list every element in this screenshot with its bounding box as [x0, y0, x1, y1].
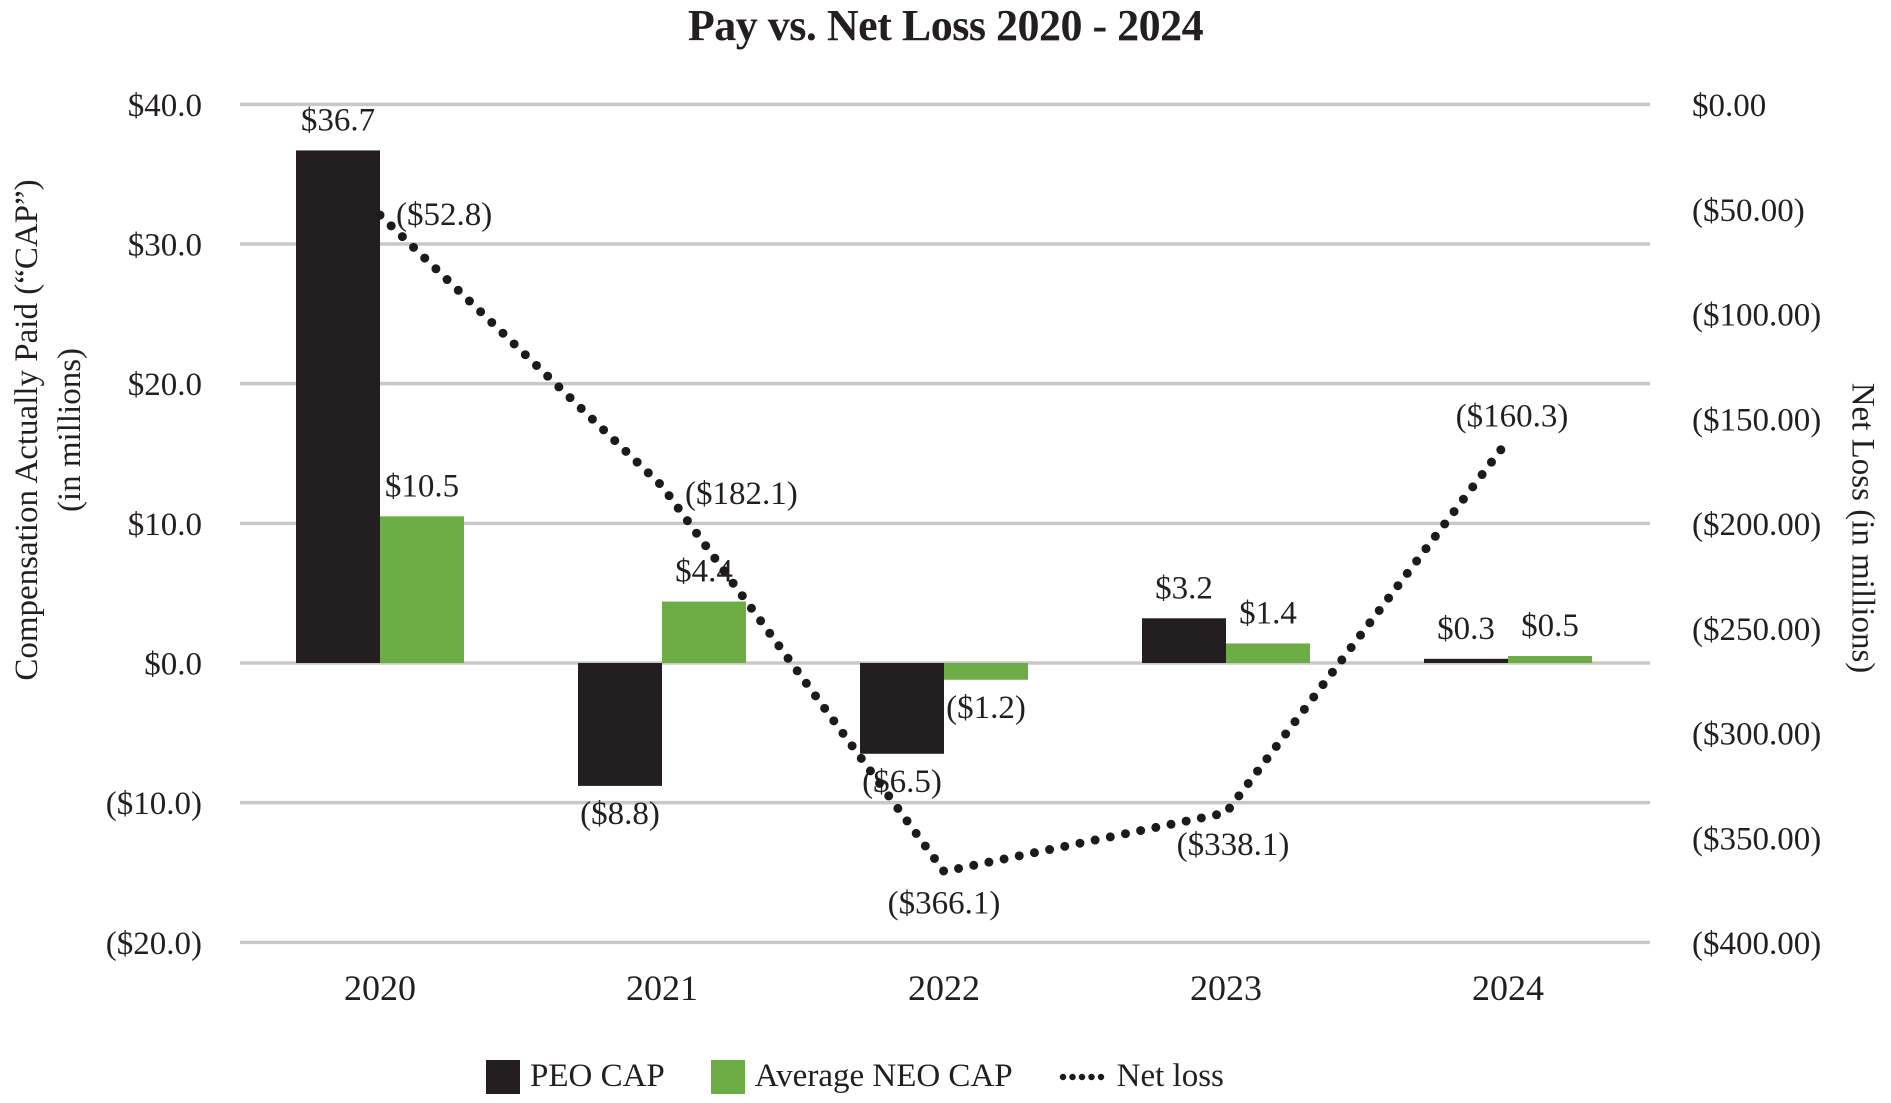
right-axis-tick-label: ($250.00) — [1692, 612, 1821, 648]
x-axis-label-2022: 2022 — [908, 968, 980, 1008]
right-axis-tick-label: $0.00 — [1692, 88, 1766, 124]
x-axis-label-2023: 2023 — [1190, 968, 1262, 1008]
right-axis-tick-label: ($50.00) — [1692, 193, 1805, 229]
right-axis-tick-label: ($350.00) — [1692, 821, 1821, 857]
right-axis-tick-label: ($400.00) — [1692, 926, 1821, 962]
left-axis-tick-label: $40.0 — [128, 88, 202, 124]
left-axis-tick-label: ($10.0) — [106, 786, 202, 822]
legend: PEO CAP Average NEO CAP Net loss — [486, 1058, 1224, 1095]
x-axis-label-2024: 2024 — [1472, 968, 1544, 1008]
left-axis-tick-label: $30.0 — [128, 228, 202, 264]
bar-label-average-neo-cap-2020: $10.5 — [385, 468, 459, 504]
bar-peo-cap-2024 — [1424, 658, 1508, 663]
bar-label-peo-cap-2024: $0.3 — [1437, 611, 1495, 647]
bar-peo-cap-2022 — [860, 663, 944, 754]
line-label-2021: ($182.1) — [685, 476, 798, 512]
legend-label-average-neo-cap: Average NEO CAP — [754, 1058, 1013, 1094]
chart-title: Pay vs. Net Loss 2020 - 2024 — [687, 1, 1204, 50]
average-neo-cap-swatch-icon — [710, 1059, 745, 1094]
bar-peo-cap-2021 — [578, 663, 662, 786]
bar-label-peo-cap-2020: $36.7 — [301, 102, 375, 138]
right-axis-tick-label: ($150.00) — [1692, 402, 1821, 438]
legend-label-net-loss: Net loss — [1116, 1058, 1224, 1094]
bar-label-peo-cap-2021: ($8.8) — [580, 796, 660, 832]
right-axis-tick-label: ($200.00) — [1692, 507, 1821, 543]
bar-label-average-neo-cap-2022: ($1.2) — [946, 690, 1026, 726]
line-label-2022: ($366.1) — [888, 885, 1001, 921]
x-axis-label-2020: 2020 — [344, 968, 416, 1008]
x-axis-label-2021: 2021 — [626, 968, 698, 1008]
left-axis-tick-label: $0.0 — [144, 647, 202, 683]
net-loss-dotted-line-icon — [1059, 1073, 1107, 1080]
legend-item-peo-cap: PEO CAP — [486, 1058, 665, 1095]
legend-label-peo-cap: PEO CAP — [530, 1058, 665, 1094]
bar-label-average-neo-cap-2024: $0.5 — [1521, 608, 1579, 644]
peo-cap-swatch-icon — [486, 1059, 520, 1094]
bar-peo-cap-2020 — [296, 150, 380, 663]
bar-peo-cap-2023 — [1142, 618, 1226, 663]
legend-item-average-neo-cap: Average NEO CAP — [710, 1058, 1013, 1095]
bar-average-neo-cap-2021 — [662, 601, 746, 663]
line-label-2023: ($338.1) — [1177, 827, 1290, 863]
bar-average-neo-cap-2023 — [1226, 643, 1310, 663]
bar-average-neo-cap-2020 — [380, 516, 464, 663]
legend-item-net-loss: Net loss — [1059, 1058, 1224, 1095]
left-axis-tick-label: $10.0 — [128, 507, 202, 543]
left-axis-tick-label: $20.0 — [128, 367, 202, 403]
right-axis-tick-label: ($100.00) — [1692, 298, 1821, 334]
bar-label-average-neo-cap-2023: $1.4 — [1239, 595, 1297, 631]
line-label-2024: ($160.3) — [1456, 398, 1569, 434]
bar-average-neo-cap-2022 — [944, 663, 1028, 680]
left-axis-tick-label: ($20.0) — [106, 926, 202, 962]
bar-label-peo-cap-2023: $3.2 — [1155, 570, 1213, 606]
bar-average-neo-cap-2024 — [1508, 656, 1592, 663]
right-axis-tick-label: ($300.00) — [1692, 717, 1821, 753]
line-label-2020: ($52.8) — [396, 197, 492, 233]
net-loss-line — [375, 210, 1513, 877]
